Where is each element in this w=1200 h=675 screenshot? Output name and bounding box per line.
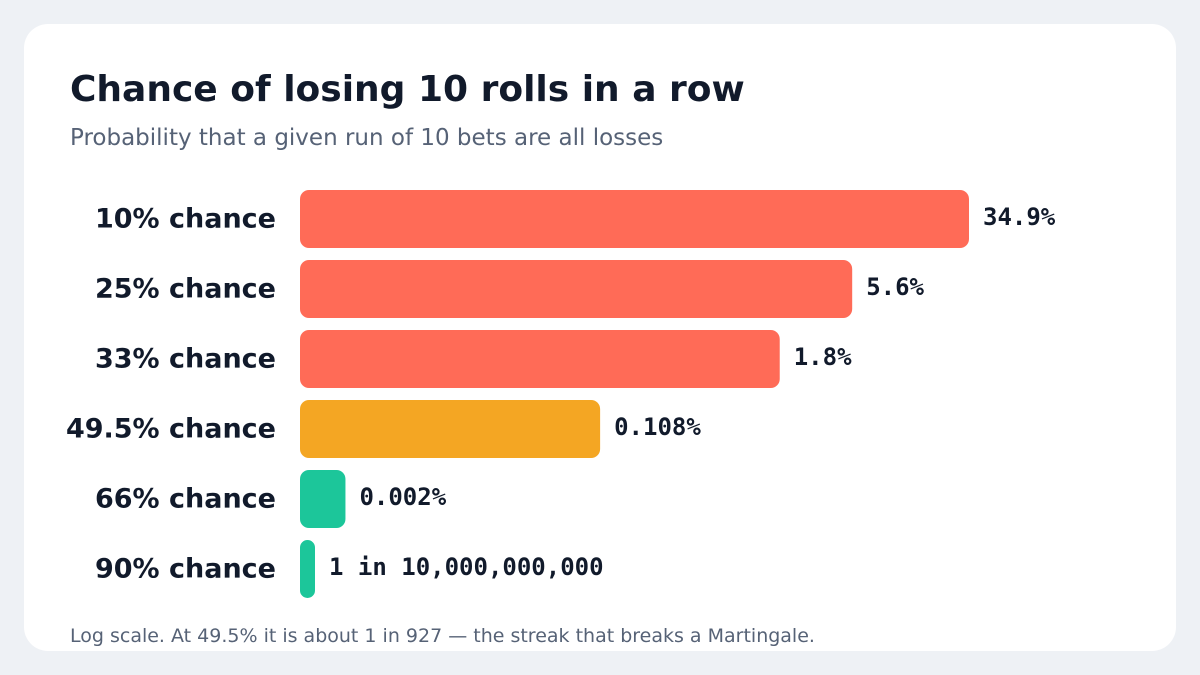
bar <box>300 190 969 248</box>
bar-chart: 10% chance 34.9% 25% chance 5.6% 33% chance 1… <box>66 190 1056 598</box>
chart-footnote: Log scale. At 49.5% it is about 1 in 927… <box>70 625 815 647</box>
bar <box>300 540 315 598</box>
category-label: 10% chance <box>95 204 276 235</box>
chart-title: Chance of losing 10 rolls in a row <box>70 69 745 110</box>
bar <box>300 400 601 458</box>
category-label: 33% chance <box>95 344 276 375</box>
category-label: 66% chance <box>95 484 276 515</box>
category-label: 25% chance <box>95 274 276 305</box>
bar <box>300 330 780 388</box>
bar <box>300 260 853 318</box>
bar <box>300 470 346 528</box>
value-label: 0.108% <box>614 413 701 441</box>
category-label: 49.5% chance <box>66 414 276 445</box>
value-label: 5.6% <box>866 273 924 301</box>
category-label: 90% chance <box>95 554 276 585</box>
chart-card: Chance of losing 10 rolls in a row Proba… <box>24 24 1176 651</box>
chart-subtitle: Probability that a given run of 10 bets … <box>70 125 664 151</box>
value-label: 1 in 10,000,000,000 <box>329 553 604 581</box>
value-label: 34.9% <box>983 203 1056 231</box>
value-label: 0.002% <box>359 483 446 511</box>
value-label: 1.8% <box>794 343 852 371</box>
